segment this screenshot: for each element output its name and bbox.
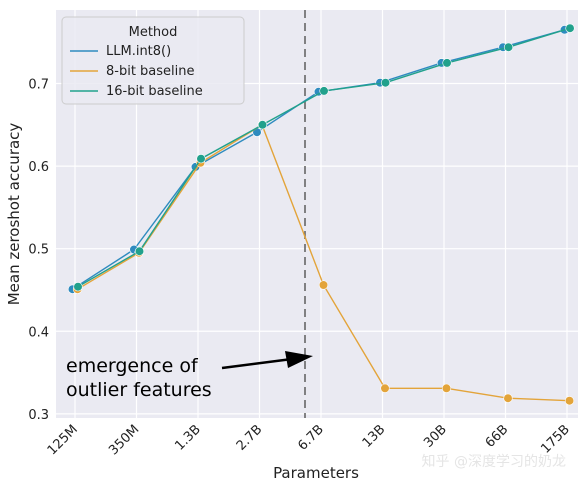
x-tick-label: 125M <box>45 422 81 458</box>
annotation-line-1: emergence of <box>66 355 199 377</box>
data-point <box>442 58 452 68</box>
data-point <box>564 396 575 406</box>
y-tick-label: 0.7 <box>28 78 49 93</box>
data-point <box>565 23 575 33</box>
x-tick-label: 13B <box>360 422 389 451</box>
data-point <box>318 280 329 290</box>
data-point <box>380 383 390 393</box>
legend-box <box>61 16 245 105</box>
data-point <box>73 282 83 292</box>
data-point <box>380 78 391 88</box>
y-axis-label: Mean zeroshot accuracy <box>5 123 23 306</box>
legend-label-16bit-baseline: 16-bit baseline <box>106 84 203 99</box>
x-tick-labels: 125M 350M 1.3B 2.7B 6.7B 13B 30B 66B 175B <box>45 422 573 458</box>
data-point <box>441 383 452 393</box>
x-tick-label: 66B <box>483 422 512 451</box>
series-layer <box>67 23 575 406</box>
annotation-arrow-head <box>285 351 313 368</box>
x-tick-label: 6.7B <box>295 422 327 454</box>
x-tick-label: 2.7B <box>234 422 266 454</box>
legend: Method LLM.int8() 8-bit baseline 16-bit … <box>61 16 245 105</box>
annotation-arrow-shaft <box>221 357 293 370</box>
data-point <box>257 120 268 130</box>
annotation: emergence of outlier features <box>66 351 313 401</box>
series-2 <box>73 23 575 292</box>
legend-title: Method <box>129 25 178 40</box>
data-point <box>134 246 145 256</box>
data-point <box>503 393 513 403</box>
y-tick-label: 0.6 <box>28 160 49 175</box>
data-point <box>503 42 514 52</box>
y-tick-label: 0.3 <box>28 408 49 423</box>
y-tick-labels: 0.3 0.4 0.5 0.6 0.7 <box>28 78 49 423</box>
data-point <box>196 154 206 164</box>
legend-label-8bit-baseline: 8-bit baseline <box>106 64 195 79</box>
annotation-line-2: outlier features <box>66 379 212 401</box>
x-axis-label: Parameters <box>273 464 359 482</box>
x-tick-label: 175B <box>538 422 572 456</box>
x-tick-label: 30B <box>421 422 450 451</box>
y-tick-label: 0.5 <box>28 243 49 258</box>
watermark: 知乎 @深度学习的奶龙 <box>422 453 566 470</box>
legend-label-llm-int8: LLM.int8() <box>106 44 171 59</box>
x-tick-label: 1.3B <box>172 422 204 454</box>
y-tick-label: 0.4 <box>28 325 49 340</box>
x-tick-label: 350M <box>106 422 142 458</box>
data-point <box>319 86 329 96</box>
